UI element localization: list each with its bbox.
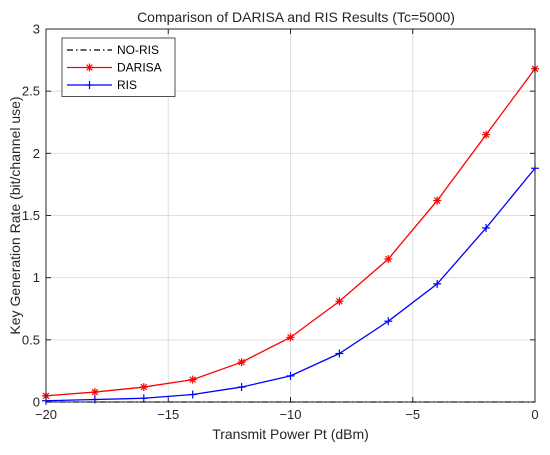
legend-marker-darisa xyxy=(85,63,94,72)
data-point-ris xyxy=(188,390,197,399)
data-point-darisa xyxy=(90,388,99,397)
legend-item-darisa: DARISA xyxy=(67,61,162,75)
data-point-ris xyxy=(139,394,148,403)
data-point-darisa-stroke xyxy=(189,376,197,383)
data-point-darisa-stroke xyxy=(287,334,294,341)
x-tick-label: −15 xyxy=(157,407,179,422)
series-ris xyxy=(42,164,539,405)
data-point-darisa xyxy=(433,196,442,205)
chart-title: Comparison of DARISA and RIS Results (Tc… xyxy=(137,9,455,25)
legend-item-ris: RIS xyxy=(67,78,137,92)
legend-marker-ris xyxy=(85,81,94,89)
data-point-ris xyxy=(335,349,344,358)
data-point-darisa xyxy=(482,130,491,139)
data-point-darisa xyxy=(286,333,295,342)
legend-label-no-ris: NO-RIS xyxy=(117,43,159,57)
legend-box xyxy=(61,37,176,97)
y-tick-label: 1 xyxy=(33,270,40,285)
y-tick-label: 3 xyxy=(33,22,40,37)
legend-label-ris: RIS xyxy=(117,78,137,92)
legend-label-darisa: DARISA xyxy=(117,61,162,75)
axis-ticks: −20 −15 −10 −5 0 0 0.5 1 1.5 2 2.5 3 xyxy=(22,22,539,423)
data-point-darisa-stroke xyxy=(238,358,245,366)
data-point-darisa xyxy=(384,255,393,264)
data-point-ris xyxy=(286,371,295,380)
y-tick-label: 1.5 xyxy=(22,208,40,223)
data-point-darisa-stroke xyxy=(482,131,490,138)
data-point-darisa-stroke xyxy=(433,197,441,204)
data-point-darisa-stroke xyxy=(336,297,343,305)
x-axis-label: Transmit Power Pt (dBm) xyxy=(212,426,369,442)
legend-marker-darisa-stroke xyxy=(86,64,93,71)
data-point-ris xyxy=(237,383,246,392)
y-tick-label: 2.5 xyxy=(22,84,40,99)
series-darisa xyxy=(42,64,539,400)
y-tick-label: 0 xyxy=(33,395,40,410)
y-tick-label: 2 xyxy=(33,146,40,161)
x-tick-label: 0 xyxy=(531,407,538,422)
x-tick-label: −10 xyxy=(279,407,301,422)
data-point-darisa-stroke xyxy=(140,383,148,391)
data-point-darisa-stroke xyxy=(384,255,392,263)
data-point-ris xyxy=(384,317,393,326)
data-point-ris xyxy=(433,279,442,288)
data-point-darisa xyxy=(335,297,344,306)
x-tick-label: −20 xyxy=(35,407,57,422)
legend: NO-RIS DARISA RIS xyxy=(61,37,176,97)
data-point-darisa xyxy=(139,383,148,392)
y-tick-label: 0.5 xyxy=(22,332,40,347)
data-point-ris xyxy=(482,223,491,232)
x-tick-label: −5 xyxy=(405,407,420,422)
y-axis-label: Key Generation Rate (bit/channel use) xyxy=(7,96,23,334)
data-point-darisa xyxy=(188,375,197,384)
data-point-darisa xyxy=(237,358,246,367)
data-point-darisa-stroke xyxy=(91,388,99,396)
legend-item-no-ris: NO-RIS xyxy=(67,43,159,57)
